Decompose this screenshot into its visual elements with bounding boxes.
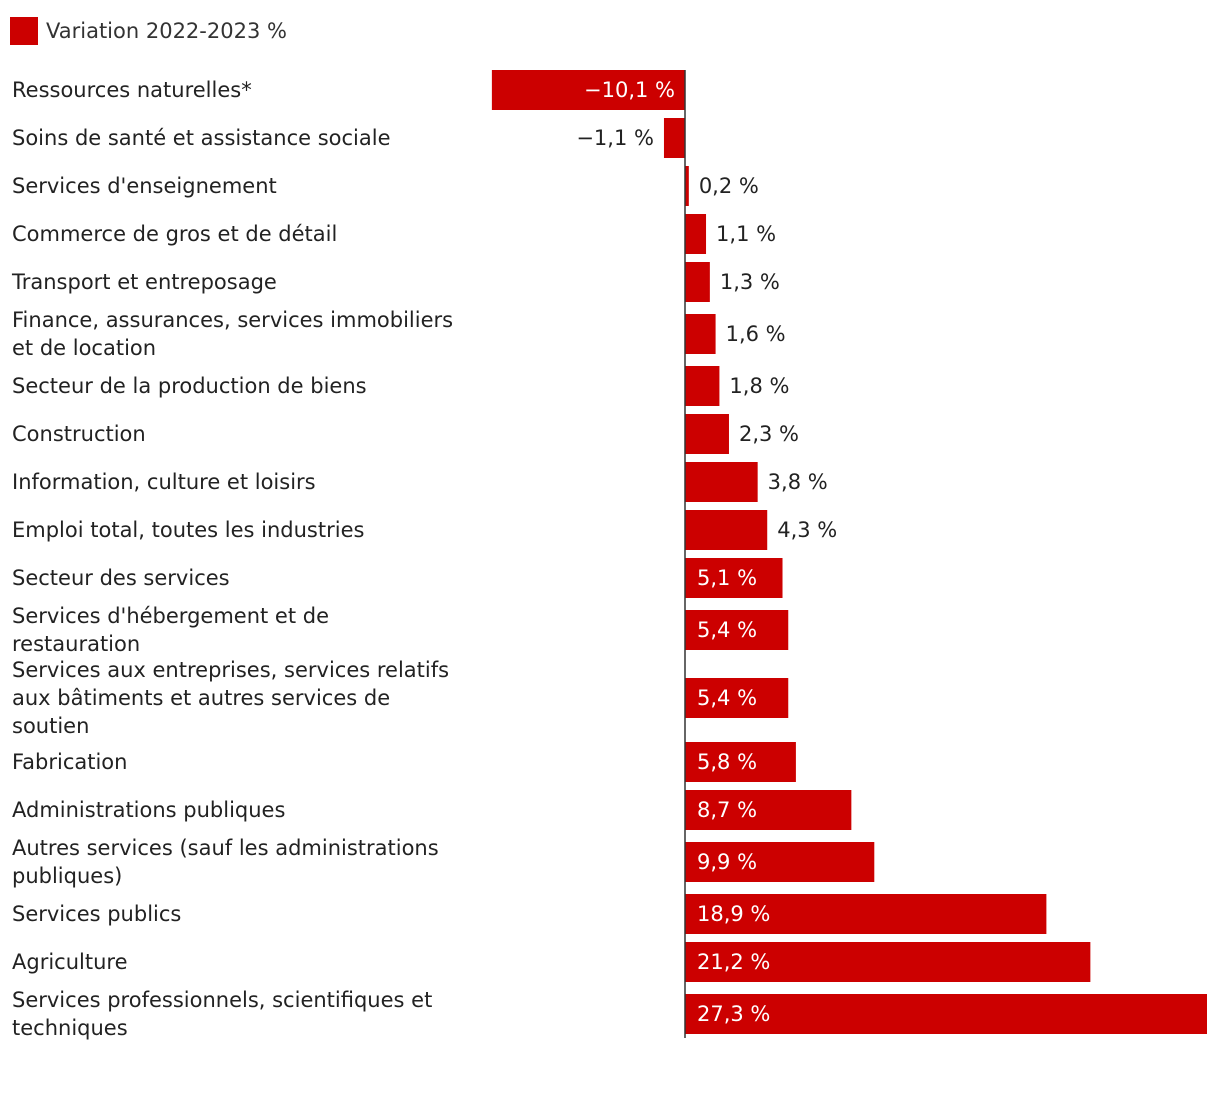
category-label: Information, culture et loisirs bbox=[12, 470, 316, 494]
bar bbox=[685, 558, 783, 598]
category-label: Services aux entreprises, services relat… bbox=[12, 658, 449, 738]
category-label: Services publics bbox=[12, 902, 181, 926]
bar bbox=[685, 790, 852, 830]
category-label: Transport et entreposage bbox=[11, 270, 277, 294]
value-label: −10,1 % bbox=[584, 78, 675, 102]
bar bbox=[685, 610, 789, 650]
bar bbox=[685, 842, 875, 882]
category-label: Services professionnels, scientifiques e… bbox=[12, 988, 432, 1040]
category-label: Construction bbox=[12, 422, 146, 446]
value-label: 18,9 % bbox=[697, 902, 770, 926]
legend: Variation 2022-2023 % bbox=[10, 16, 287, 46]
category-label: Finance, assurances, services immobilier… bbox=[12, 308, 453, 360]
bar bbox=[685, 742, 796, 782]
value-label: 3,8 % bbox=[768, 470, 828, 494]
bar bbox=[685, 314, 716, 354]
category-label: Fabrication bbox=[12, 750, 127, 774]
value-label: 8,7 % bbox=[697, 798, 757, 822]
value-label: 1,3 % bbox=[720, 270, 780, 294]
bar bbox=[685, 678, 789, 718]
value-label: −1,1 % bbox=[576, 126, 654, 150]
value-label: 27,3 % bbox=[697, 1002, 770, 1026]
bar bbox=[685, 510, 768, 550]
value-label: 2,3 % bbox=[739, 422, 799, 446]
category-label: Emploi total, toutes les industries bbox=[12, 518, 364, 542]
category-label: Agriculture bbox=[12, 950, 128, 974]
value-label: 5,1 % bbox=[697, 566, 757, 590]
category-label: Services d'hébergement et de restauration bbox=[12, 604, 329, 656]
value-label: 5,4 % bbox=[697, 686, 757, 710]
value-label: 9,9 % bbox=[697, 850, 757, 874]
value-label: 5,4 % bbox=[697, 618, 757, 642]
category-label: Ressources naturelles* bbox=[12, 78, 252, 102]
value-label: 1,8 % bbox=[729, 374, 789, 398]
value-label: 0,2 % bbox=[699, 174, 759, 198]
category-label: Services d'enseignement bbox=[12, 174, 277, 198]
category-label: Administrations publiques bbox=[12, 798, 285, 822]
legend-swatch bbox=[10, 17, 38, 45]
legend-label: Variation 2022-2023 % bbox=[46, 19, 287, 43]
bar bbox=[685, 994, 1207, 1034]
bar bbox=[685, 214, 707, 254]
bar bbox=[685, 366, 720, 406]
value-label: 21,2 % bbox=[697, 950, 770, 974]
category-label: Commerce de gros et de détail bbox=[12, 222, 337, 246]
bar bbox=[685, 414, 729, 454]
category-label: Secteur de la production de biens bbox=[12, 374, 367, 398]
value-label: 4,3 % bbox=[777, 518, 837, 542]
bar bbox=[685, 166, 689, 206]
category-label: Secteur des services bbox=[12, 566, 230, 590]
value-label: 1,1 % bbox=[716, 222, 776, 246]
bar bbox=[491, 70, 685, 110]
bar bbox=[663, 118, 685, 158]
category-label: Soins de santé et assistance sociale bbox=[12, 126, 391, 150]
bar bbox=[685, 894, 1047, 934]
bar bbox=[685, 942, 1091, 982]
bar bbox=[685, 262, 710, 302]
category-label: Autres services (sauf les administration… bbox=[12, 836, 439, 888]
value-label: 5,8 % bbox=[697, 750, 757, 774]
bar bbox=[685, 462, 758, 502]
value-label: 1,6 % bbox=[726, 322, 786, 346]
